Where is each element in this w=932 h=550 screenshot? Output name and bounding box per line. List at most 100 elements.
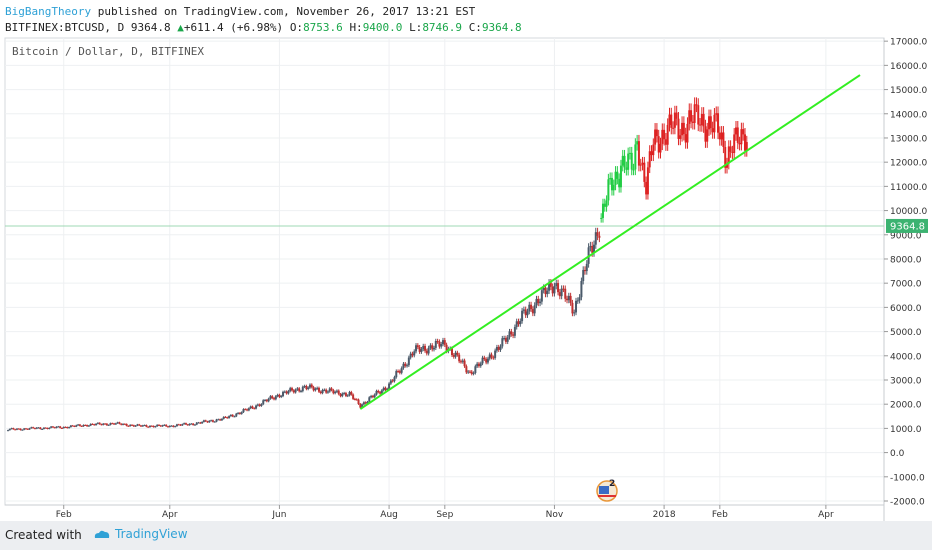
candle-body xyxy=(113,423,116,425)
candle-body xyxy=(740,129,743,145)
candle-body xyxy=(727,146,730,164)
candle-body xyxy=(222,416,225,419)
candle-body xyxy=(321,389,324,394)
candle-body xyxy=(463,360,466,367)
x-tick-label: Aug xyxy=(380,510,398,520)
candle-body xyxy=(163,424,166,426)
candle-body xyxy=(592,244,595,253)
candle-body xyxy=(362,402,365,405)
candle-body xyxy=(265,400,268,402)
candle-body xyxy=(287,391,290,394)
candle-body xyxy=(700,113,703,126)
candle-body xyxy=(215,419,218,422)
candle-body xyxy=(546,290,549,295)
candle-body xyxy=(8,428,11,431)
candle-body xyxy=(397,371,400,373)
candle-body xyxy=(127,425,130,427)
candle-body xyxy=(598,235,601,238)
candle-body xyxy=(625,167,628,170)
candle-body xyxy=(71,425,74,427)
candle-body xyxy=(211,420,214,422)
candle-body xyxy=(186,424,189,426)
candle-body xyxy=(370,396,373,398)
trend-line[interactable] xyxy=(359,74,861,410)
tradingview-brand[interactable]: TradingView xyxy=(93,527,188,541)
open-value: 8753.6 xyxy=(303,21,343,34)
candle-body xyxy=(641,162,644,165)
candle-body xyxy=(646,167,649,195)
candle-body xyxy=(89,423,92,426)
candle-body xyxy=(693,104,696,123)
candle-body xyxy=(136,424,139,426)
candle-body xyxy=(231,414,234,417)
candle-body xyxy=(50,426,53,428)
candle-body xyxy=(508,331,511,338)
publish-line: BigBangTheory published on TradingView.c… xyxy=(5,5,475,18)
x-tick-label: Sep xyxy=(436,510,453,520)
y-tick-label: 12000.0 xyxy=(890,159,927,169)
candle-body xyxy=(179,424,182,426)
candle-body xyxy=(377,390,380,393)
candle-body xyxy=(654,129,657,145)
candle-body xyxy=(123,423,126,425)
candle-body xyxy=(120,423,123,425)
candle-body xyxy=(323,389,326,391)
candle-body xyxy=(308,384,311,388)
candle-body xyxy=(431,345,434,350)
price-chart[interactable]: 17000.0 16000.0 15000.0 14000.0 13000.0 12000… xyxy=(0,0,932,521)
candle-body xyxy=(715,113,718,115)
x-tick-label: Apr xyxy=(162,510,178,520)
candle-body xyxy=(23,428,26,430)
candle-body xyxy=(310,384,313,388)
candle-body xyxy=(562,288,565,290)
candle-body xyxy=(332,390,335,394)
candle-body xyxy=(510,331,513,335)
candle-body xyxy=(202,420,205,422)
candle-body xyxy=(368,397,371,402)
candle-body xyxy=(344,393,347,396)
candle-body xyxy=(289,388,292,392)
candle-body xyxy=(84,424,87,426)
tradingview-link[interactable]: TradingView xyxy=(115,527,188,541)
candle-body xyxy=(706,129,709,142)
candle-body xyxy=(197,422,200,424)
candle-body xyxy=(743,134,746,151)
candle-body xyxy=(472,372,475,374)
candle-body xyxy=(504,338,507,342)
candle-body xyxy=(188,423,191,426)
candle-body xyxy=(636,141,639,145)
candle-body xyxy=(575,300,578,313)
candle-body xyxy=(10,428,13,430)
candle-body xyxy=(7,430,9,432)
candle-body xyxy=(337,390,340,395)
tradingview-cloud-icon xyxy=(94,530,110,538)
author-link[interactable]: BigBangTheory xyxy=(5,5,92,18)
candle-body xyxy=(364,402,367,404)
candle-body xyxy=(274,396,277,400)
candle-body xyxy=(542,287,545,291)
candle-body xyxy=(452,354,455,357)
candle-body xyxy=(226,417,229,419)
candle-body xyxy=(434,341,437,348)
candle-body xyxy=(341,393,344,397)
candle-body xyxy=(413,351,416,356)
candle-body xyxy=(639,164,642,166)
candle-body xyxy=(317,387,320,392)
candle-body xyxy=(145,425,148,427)
candle-body xyxy=(628,152,631,154)
candle-body xyxy=(183,423,186,425)
candle-body xyxy=(195,422,198,425)
candle-body xyxy=(479,363,482,367)
y-axis-ticks: 17000.0 16000.0 15000.0 14000.0 13000.0 12000… xyxy=(884,38,927,508)
candle-body xyxy=(616,171,619,179)
candle-body xyxy=(379,392,382,394)
candle-body xyxy=(118,422,121,424)
candle-body xyxy=(519,321,522,325)
event-badge[interactable]: 2 xyxy=(596,479,618,502)
candle-body xyxy=(400,368,403,373)
candle-body xyxy=(717,113,720,133)
candle-body xyxy=(549,282,552,287)
candle-body xyxy=(73,425,76,427)
candle-body xyxy=(285,391,288,394)
candle-body xyxy=(585,263,588,272)
